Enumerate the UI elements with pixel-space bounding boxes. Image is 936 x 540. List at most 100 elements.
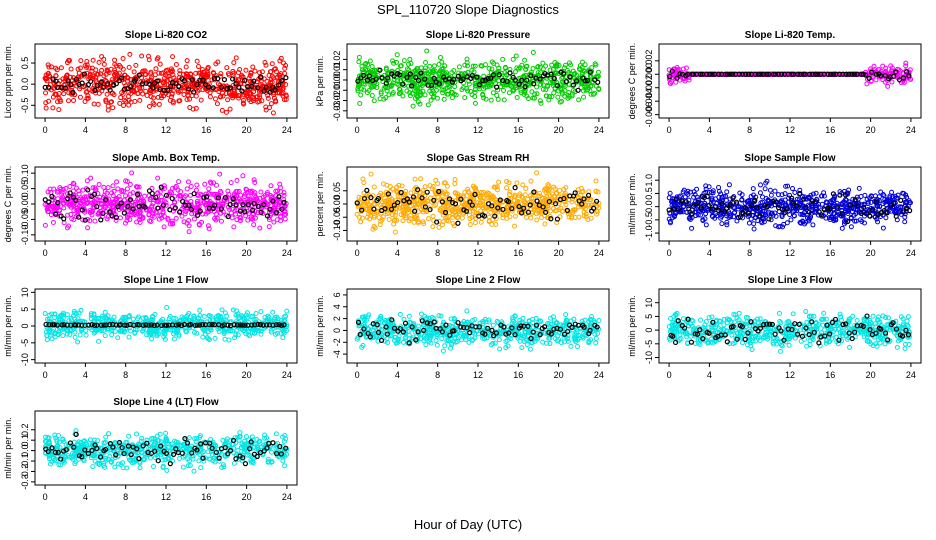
overlay-point bbox=[176, 84, 182, 90]
data-point bbox=[185, 179, 191, 185]
x-tick-label: 16 bbox=[825, 125, 835, 135]
data-point bbox=[861, 201, 867, 207]
data-point bbox=[832, 216, 838, 222]
overlay-point bbox=[845, 218, 851, 225]
data-point bbox=[542, 221, 548, 227]
data-point bbox=[444, 203, 450, 209]
data-point bbox=[748, 194, 754, 200]
overlay-point bbox=[837, 192, 843, 198]
data-point bbox=[470, 208, 476, 214]
data-point bbox=[117, 75, 123, 81]
data-point bbox=[101, 56, 107, 62]
data-point bbox=[683, 65, 689, 71]
overlay-point bbox=[704, 193, 710, 200]
overlay-point bbox=[695, 200, 701, 206]
data-point bbox=[110, 105, 116, 111]
data-point bbox=[202, 181, 208, 187]
x-tick-label: 20 bbox=[242, 370, 252, 380]
overlay-point bbox=[227, 201, 233, 208]
data-point bbox=[118, 95, 124, 101]
overlay-point bbox=[727, 201, 733, 207]
data-point bbox=[110, 208, 116, 214]
overlay-point bbox=[724, 205, 730, 212]
data-point bbox=[142, 193, 148, 199]
data-point bbox=[193, 187, 199, 193]
data-point bbox=[263, 317, 269, 323]
overlay-point bbox=[397, 72, 403, 78]
data-point bbox=[763, 212, 769, 218]
data-point bbox=[378, 91, 384, 97]
data-point bbox=[160, 80, 166, 86]
overlay-point bbox=[109, 213, 115, 219]
overlay-point bbox=[561, 71, 567, 77]
overlay-point bbox=[218, 206, 224, 212]
overlay-point bbox=[830, 71, 837, 77]
data-point bbox=[438, 205, 444, 211]
data-point bbox=[724, 189, 730, 195]
data-point bbox=[782, 191, 788, 197]
overlay-point bbox=[128, 84, 134, 90]
overlay-point bbox=[70, 89, 76, 95]
data-point bbox=[581, 94, 587, 100]
overlay-point bbox=[582, 78, 588, 84]
overlay-point bbox=[173, 80, 179, 87]
overlay-point bbox=[812, 71, 819, 77]
overlay-point bbox=[391, 202, 397, 208]
overlay-point bbox=[900, 209, 906, 215]
data-point bbox=[115, 186, 121, 192]
data-point bbox=[42, 222, 48, 228]
data-point bbox=[821, 193, 827, 199]
data-point bbox=[209, 202, 215, 208]
overlay-point bbox=[512, 185, 518, 191]
data-point bbox=[43, 90, 49, 96]
data-point bbox=[168, 94, 174, 100]
overlay-point bbox=[136, 72, 142, 78]
data-point bbox=[283, 96, 289, 102]
data-point bbox=[405, 83, 411, 89]
data-point bbox=[183, 208, 189, 214]
data-point bbox=[169, 220, 175, 226]
data-point bbox=[856, 185, 862, 191]
overlay-point bbox=[906, 73, 912, 79]
data-point bbox=[669, 199, 675, 205]
overlay-point bbox=[169, 195, 175, 202]
data-point bbox=[96, 182, 102, 188]
data-point bbox=[165, 215, 171, 221]
data-point bbox=[430, 213, 436, 219]
overlay-point bbox=[667, 74, 673, 80]
overlay-point bbox=[264, 213, 271, 219]
data-point bbox=[478, 219, 484, 225]
data-point bbox=[204, 73, 210, 79]
x-tick-label: 4 bbox=[83, 125, 88, 135]
data-point bbox=[80, 217, 86, 223]
data-point bbox=[408, 190, 414, 196]
overlay-point bbox=[490, 72, 497, 78]
overlay-point bbox=[42, 197, 48, 203]
x-tick-label: 0 bbox=[43, 248, 48, 258]
overlay-point bbox=[251, 78, 257, 84]
data-point bbox=[496, 179, 502, 185]
data-point bbox=[60, 201, 66, 207]
data-point bbox=[45, 62, 51, 68]
x-tick-label: 8 bbox=[123, 125, 128, 135]
data-point bbox=[507, 189, 513, 195]
overlay-point bbox=[521, 205, 527, 211]
data-point bbox=[542, 197, 548, 203]
data-point bbox=[207, 94, 213, 100]
overlay-point bbox=[160, 202, 166, 208]
data-point bbox=[813, 190, 819, 196]
data-point bbox=[153, 66, 159, 72]
data-points bbox=[42, 170, 289, 235]
data-point bbox=[813, 207, 819, 213]
overlay-point bbox=[755, 71, 762, 77]
x-tick-label: 4 bbox=[395, 248, 400, 258]
y-axis-label: ml/min per min. bbox=[627, 173, 637, 235]
data-point bbox=[594, 208, 600, 214]
data-point bbox=[422, 92, 428, 98]
data-point bbox=[113, 217, 119, 223]
data-point bbox=[422, 184, 428, 190]
data-point bbox=[179, 213, 185, 219]
data-point bbox=[864, 196, 870, 202]
data-point bbox=[65, 98, 71, 104]
data-point bbox=[578, 85, 584, 91]
